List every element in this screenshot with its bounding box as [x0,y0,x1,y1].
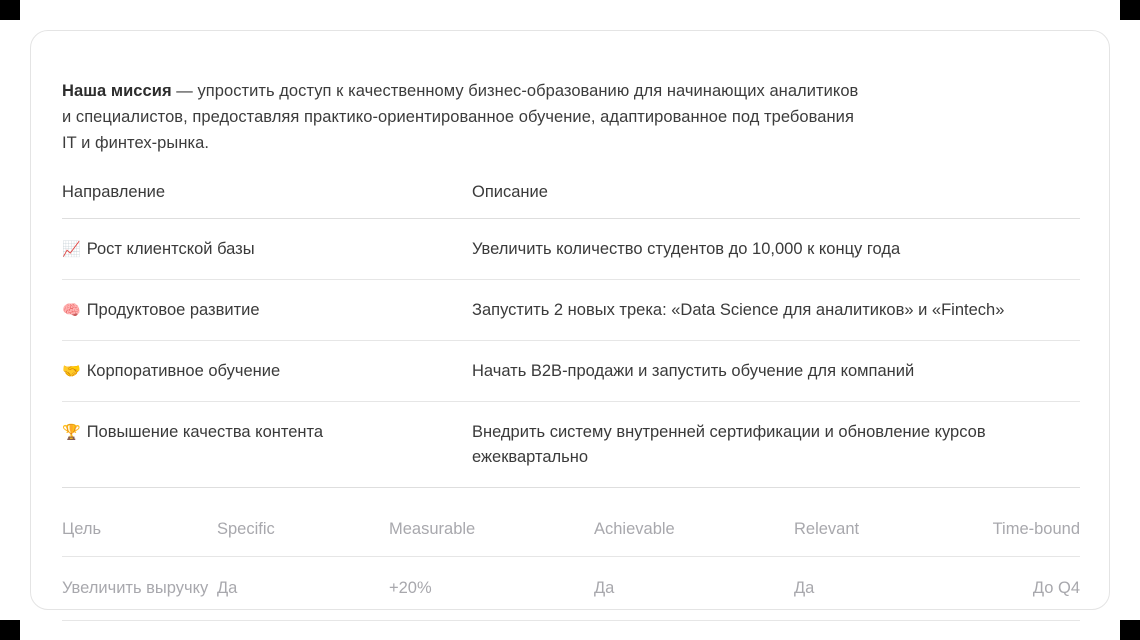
chart-increasing-icon: 📈 [62,239,81,258]
registration-marker-bottom-right [1120,620,1140,640]
column-header-goal: Цель [62,519,217,557]
achievable-cell: Да [594,556,794,621]
brain-icon: 🧠 [62,300,81,319]
mission-lead-label: Наша миссия [62,81,172,100]
column-header-direction: Направление [62,182,472,219]
mission-statement: Наша миссия — упростить доступ к качеств… [62,78,862,156]
directions-table: Направление Описание 📈 Рост клиентской ба… [62,182,1080,488]
description-cell: Запустить 2 новых трека: «Data Science д… [472,279,1080,341]
direction-cell: 🧠 Продуктовое развитие [62,279,472,341]
column-header-achievable: Achievable [594,519,794,557]
trophy-icon: 🏆 [62,422,81,441]
direction-label: Рост клиентской базы [86,239,255,258]
mission-body-text: — упростить доступ к качественному бизне… [62,81,859,152]
column-header-description: Описание [472,182,1080,219]
table-row: 📈 Рост клиентской базы Увеличить количест… [62,218,1080,280]
table-row: 🏆 Повышение качества контента Внедрить си… [62,401,1080,488]
registration-marker-top-left [0,0,20,20]
relevant-cell: Да [794,556,976,621]
goal-cell: Увеличить выручку [62,556,217,621]
column-header-time-bound: Time-bound [976,519,1080,557]
direction-cell: 🏆 Повышение качества контента [62,401,472,488]
column-header-specific: Specific [217,519,389,557]
handshake-icon: 🤝 [62,361,81,380]
registration-marker-top-right [1120,0,1140,20]
specific-cell: Да [217,556,389,621]
smart-header-row: Цель Specific Measurable Achievable Rele… [62,519,1080,557]
direction-cell: 📈 Рост клиентской базы [62,218,472,280]
smart-goals-table: Цель Specific Measurable Achievable Rele… [62,519,1080,621]
table-row: 🧠 Продуктовое развитие Запустить 2 новых … [62,279,1080,341]
table-row: 🤝 Корпоративное обучение Начать B2B-прода… [62,340,1080,402]
registration-marker-bottom-left [0,620,20,640]
direction-label: Повышение качества контента [86,422,324,441]
measurable-cell: +20% [389,556,594,621]
column-header-measurable: Measurable [389,519,594,557]
time-bound-cell: До Q4 [976,556,1080,621]
column-header-relevant: Relevant [794,519,976,557]
direction-label: Продуктовое развитие [86,300,260,319]
description-cell: Начать B2B-продажи и запустить обучение … [472,340,1080,402]
description-cell: Увеличить количество студентов до 10,000… [472,218,1080,280]
direction-cell: 🤝 Корпоративное обучение [62,340,472,402]
description-cell: Внедрить систему внутренней сертификации… [472,401,1080,488]
table-row: Увеличить выручку Да +20% Да Да До Q4 [62,556,1080,621]
directions-header-row: Направление Описание [62,182,1080,219]
direction-label: Корпоративное обучение [86,361,281,380]
content-card: Наша миссия — упростить доступ к качеств… [30,30,1110,621]
